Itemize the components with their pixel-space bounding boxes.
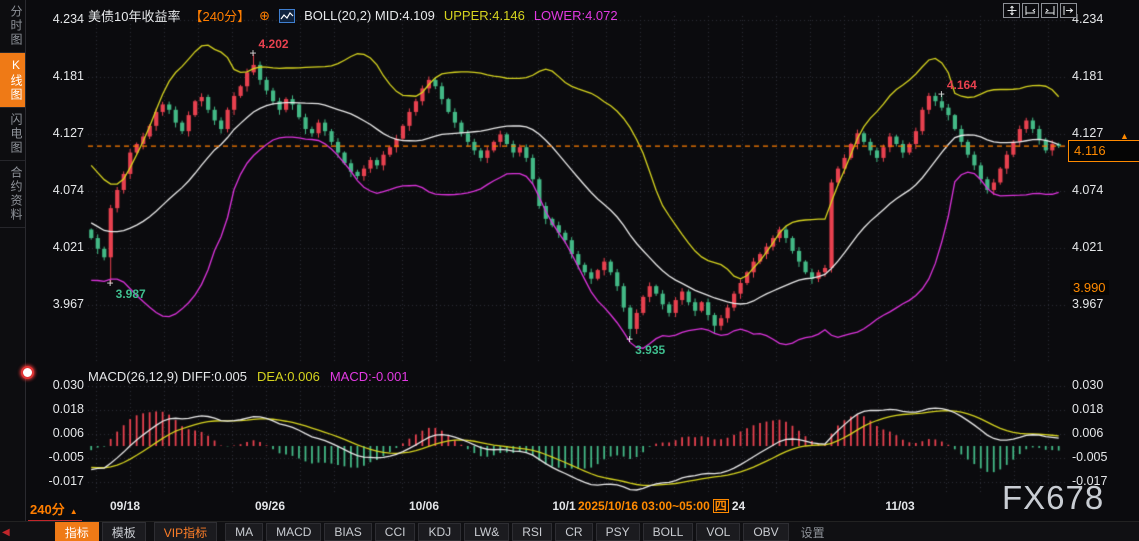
move-crosshair-icon[interactable] [1003,3,1020,18]
price-tick-right: 4.181 [1072,69,1104,83]
plus-circle-icon[interactable]: ⊕ [259,7,271,23]
boll-upper-label: UPPER:4.146 [443,8,525,23]
x-axis-label: 09/18 [109,499,141,513]
macd-hist-label: MACD:-0.001 [329,369,409,384]
macd-formula-diff: MACD(26,12,9) DIFF:0.005 [88,369,247,384]
x-axis-label: 09/26 [254,499,286,513]
macd-tick-right: 0.018 [1072,402,1104,416]
tooltip-trailing-label: 24 [731,499,746,513]
indicator-toolbar: ◀ 指标 模板 VIP指标 MA MACD BIAS CCI KDJ LW& RSI CR PSY BO… [0,521,1139,541]
toolbar-button-BIAS[interactable]: BIAS [324,523,372,541]
annotation-cross-marker: + [106,276,114,291]
tooltip-weekday: 四 [712,499,729,513]
period-selector[interactable]: 240分 ▲ [28,499,82,522]
last-price-arrow-icon: ▲ [1120,131,1129,141]
macd-dea-label: DEA:0.006 [256,369,320,384]
toolbar-button-PSY[interactable]: PSY [595,523,640,541]
alarm-icon[interactable] [21,366,34,379]
annotation-low-price: 3.935 [635,342,666,357]
x-axis-label: 11/03 [885,499,915,513]
x-axis-label: 10/1 [552,499,576,513]
annotation-low-price: 3.987 [115,287,146,302]
sidebar-item-3[interactable]: 闪电图 [0,108,25,161]
price-tick-left: 4.127 [52,126,84,140]
toolbar-button-MA[interactable]: MA [225,523,264,541]
macd-tick-right: 0.006 [1072,426,1104,440]
last-price-box: 4.116 [1068,140,1139,162]
toolbar-button-KDJ[interactable]: KDJ [418,523,462,541]
price-tick-left: 3.967 [52,297,84,311]
chart-header: 美债10年收益率 【240分】 ⊕ BOLL(20,2) MID:4.109 U… [88,6,618,25]
tooltip-datetime: 2025/10/16 03:00~05:00 [578,499,710,513]
prev-close-label: 3.990 [1070,280,1109,295]
macd-tick-left: -0.017 [48,474,84,488]
toolbar-button-LW&[interactable]: LW& [464,523,510,541]
x-axis-label: 10/06 [408,499,440,513]
sidebar: 分时图 K线图 闪电图 合约资料 [0,0,26,521]
price-tick-right: 3.967 [1072,297,1104,311]
axis-compress-icon[interactable] [1022,3,1039,18]
crosshair-date-tooltip: 2025/10/16 03:00~05:00 四 24 [578,499,745,513]
macd-header: MACD(26,12,9) DIFF:0.005 DEA:0.006 MACD:… [88,369,409,384]
macd-tick-right: -0.005 [1072,450,1108,464]
top-right-toolbar [1003,3,1079,21]
toolbar-button-VOL[interactable]: VOL [696,523,741,541]
axis-shift-icon[interactable] [1060,3,1077,18]
toolbar-button-BOLL[interactable]: BOLL [642,523,694,541]
boll-lower-label: LOWER:4.072 [533,8,618,23]
toolbar-button-指标[interactable]: 指标 [54,521,99,541]
toolbar-button-CR[interactable]: CR [555,523,593,541]
annotation-cross-marker: + [937,86,945,101]
annotation-high-price: 4.202 [258,37,289,52]
toolbar-button-OBV[interactable]: OBV [743,523,789,541]
macd-tick-left: -0.005 [48,450,84,464]
instrument-title: 美债10年收益率 [88,9,181,24]
sidebar-item-2[interactable]: K线图 [0,53,25,108]
axis-expand-icon[interactable] [1041,3,1058,18]
boll-mid-label: BOLL(20,2) MID:4.109 [304,8,435,23]
annotation-high-price: 4.164 [946,77,977,92]
sidebar-item-1[interactable]: 分时图 [0,0,25,53]
annotation-cross-marker: + [249,46,257,61]
price-tick-right: 4.234 [1072,12,1104,26]
price-tick-left: 4.181 [52,69,84,83]
toolbar-button-VIP指标[interactable]: VIP指标 [153,521,218,541]
macd-tick-left: 0.006 [52,426,84,440]
kline-chart-icon[interactable] [279,8,296,23]
toolbar-button-CCI[interactable]: CCI [374,523,416,541]
price-tick-right: 4.127 [1072,126,1104,140]
watermark: FX678 [1002,479,1105,516]
macd-tick-left: 0.018 [52,402,84,416]
annotation-cross-marker: + [626,331,634,346]
toolbar-button-MACD[interactable]: MACD [266,523,322,541]
caret-up-icon: ▲ [69,507,78,516]
price-tick-left: 4.234 [52,12,84,26]
price-tick-right: 4.074 [1072,183,1104,197]
sidebar-item-4[interactable]: 合约资料 [0,161,25,228]
macd-tick-left: 0.030 [52,378,84,392]
macd-tick-right: 0.030 [1072,378,1104,392]
period-label: 【240分】 [189,9,251,24]
price-tick-left: 4.074 [52,183,84,197]
toolbar-button-RSI[interactable]: RSI [512,523,553,541]
toolbar-button-设置[interactable]: 设置 [800,525,825,540]
price-tick-left: 4.021 [52,240,84,254]
scroll-left-icon[interactable]: ◀ [2,526,10,538]
toolbar-button-模板[interactable]: 模板 [101,521,146,541]
period-selector-label: 240分 [30,502,65,517]
macd-tick-right: -0.017 [1072,474,1108,488]
price-tick-right: 4.021 [1072,240,1104,254]
